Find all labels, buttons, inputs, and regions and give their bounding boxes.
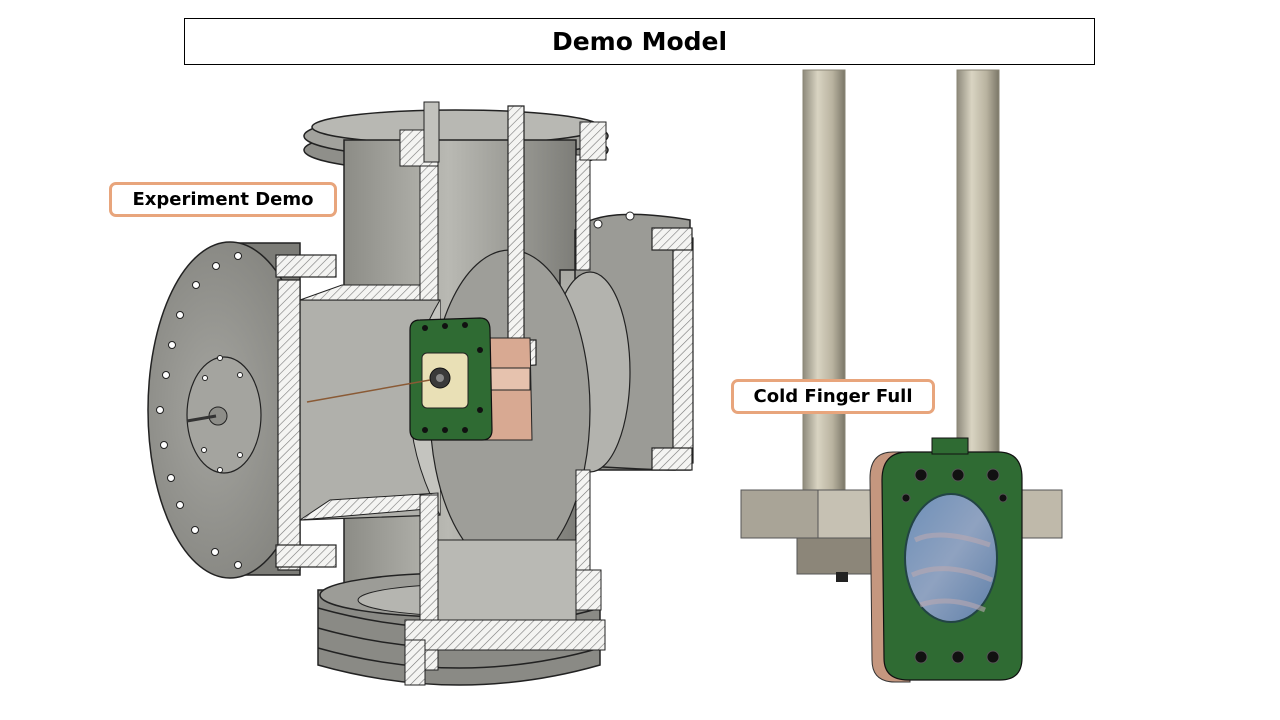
page-title: Demo Model [184, 18, 1095, 65]
beam-line [306, 379, 431, 403]
right-port [549, 211, 694, 473]
experiment-demo-label: Experiment Demo [109, 182, 337, 217]
cold-finger-full-label: Cold Finger Full [731, 379, 935, 414]
support-rod-left [802, 69, 846, 511]
cold-finger-full-model [740, 69, 1063, 683]
optical-window [904, 493, 998, 623]
sample-holder-pcb [409, 317, 533, 441]
